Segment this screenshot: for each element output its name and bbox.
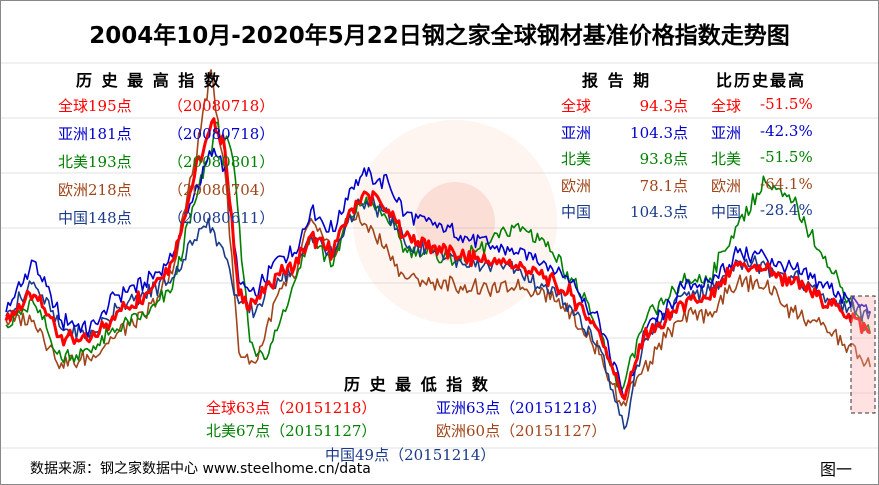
chart-title: 2004年10月-2020年5月22日钢之家全球钢材基准价格指数走势图 xyxy=(89,23,790,49)
compare-change: -64.1% xyxy=(760,174,813,193)
history-high-value: 中国148点 xyxy=(58,209,132,227)
report-value: 104.3点 xyxy=(630,123,688,142)
history-low-value: 北美67点（20151127） xyxy=(206,422,377,440)
series-line-3 xyxy=(5,121,872,392)
report-region: 全球 xyxy=(561,97,592,115)
compare-region: 亚洲 xyxy=(711,123,742,142)
history-high-value: 亚洲181点 xyxy=(58,125,132,143)
history-high-title: 历 史 最 高 指 数 xyxy=(76,71,222,90)
compare-header: 比历史最高 xyxy=(716,71,807,90)
report-value: 93.8点 xyxy=(639,150,688,168)
series-line-4 xyxy=(5,69,872,407)
history-high-date: （20080801） xyxy=(168,153,275,171)
compare-region: 北美 xyxy=(711,150,742,168)
history-high-value: 全球195点 xyxy=(58,97,132,115)
report-value: 94.3点 xyxy=(639,97,688,115)
watermark-logo-icon xyxy=(353,120,557,324)
history-high-date: （20080718） xyxy=(168,97,275,115)
history-low-title: 历 史 最 低 指 数 xyxy=(344,375,490,394)
report-region: 北美 xyxy=(561,150,592,168)
compare-region: 中国 xyxy=(711,203,742,221)
report-region: 中国 xyxy=(561,203,592,221)
report-value: 104.3点 xyxy=(630,203,688,221)
highlight-box xyxy=(850,295,876,414)
series-line-1 xyxy=(4,117,871,401)
compare-change: -51.5% xyxy=(760,148,813,166)
compare-change: -28.4% xyxy=(760,201,813,219)
history-high-value: 北美193点 xyxy=(58,153,132,171)
compare-region: 全球 xyxy=(711,97,742,115)
history-high-value: 欧洲218点 xyxy=(58,181,132,199)
report-value: 78.1点 xyxy=(639,176,688,195)
report-period-header: 报 告 期 xyxy=(582,71,652,90)
compare-region: 欧洲 xyxy=(711,176,742,195)
history-low-value: 全球63点（20151218） xyxy=(206,399,377,417)
compare-change: -51.5% xyxy=(760,95,813,113)
history-low-value: 欧洲60点（20151127） xyxy=(436,422,607,440)
watermark xyxy=(353,120,557,324)
history-low-value: 中国49点（20151214） xyxy=(325,446,496,464)
report-region: 亚洲 xyxy=(561,123,592,142)
history-high-date: （20080704） xyxy=(168,181,275,199)
figure-label: 图一 xyxy=(820,460,853,479)
report-region: 欧洲 xyxy=(561,176,592,195)
data-source: 数据来源：钢之家数据中心 www.steelhome.cn/data xyxy=(30,461,371,477)
history-high-date: （20080611） xyxy=(168,209,275,227)
latest-period-box xyxy=(850,295,876,414)
history-high-date: （20080718） xyxy=(168,125,275,143)
history-low-value: 亚洲63点（20151218） xyxy=(436,399,607,417)
compare-change: -42.3% xyxy=(760,121,813,140)
series-lines xyxy=(4,69,872,430)
